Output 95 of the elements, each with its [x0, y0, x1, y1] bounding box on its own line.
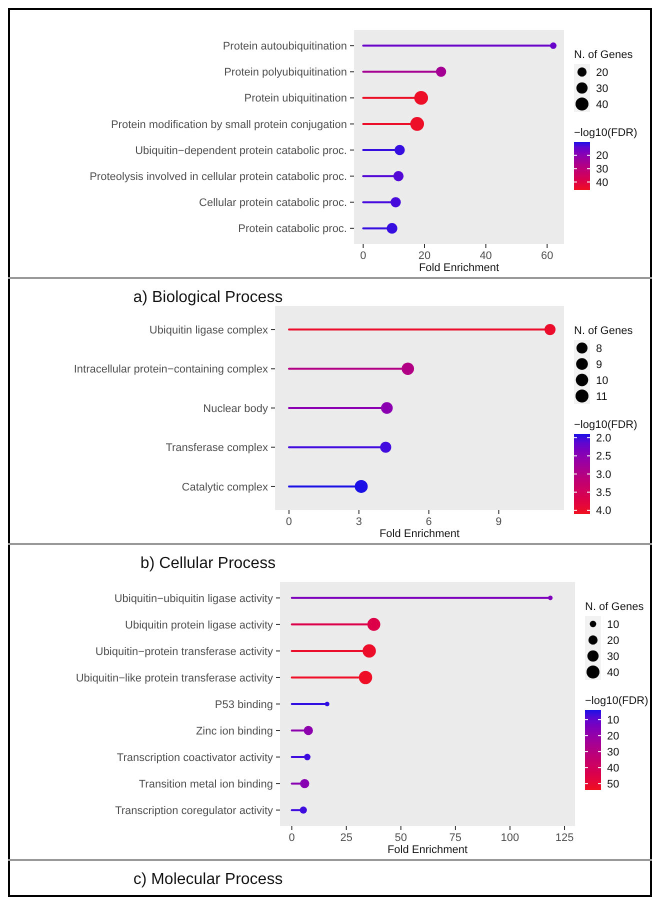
legend-label: 30	[607, 650, 620, 663]
color-bar-label: 50	[607, 778, 620, 790]
color-bar-title: −log10(FDR)	[574, 127, 638, 139]
y-tick-label: Ubiquitin−like protein transferase activity	[76, 672, 274, 684]
y-tick-label: Transcription coregulator activity	[115, 804, 274, 817]
color-bar-label: 10	[607, 714, 620, 726]
size-key: 10	[585, 616, 620, 632]
x-tick-label: 0	[286, 516, 292, 528]
point	[393, 171, 404, 182]
point	[544, 324, 556, 336]
y-tick-label: Cellular protein catabolic proc.	[199, 197, 347, 210]
point	[300, 778, 310, 788]
legend-label: 11	[596, 390, 608, 403]
y-tick-label: Zinc ion binding	[196, 725, 273, 738]
x-axis-title: Fold Enrichment	[418, 262, 500, 274]
point	[380, 442, 392, 453]
legend-label: 10	[596, 374, 608, 387]
y-tick-label: Ubiquitin−ubiquitin ligase activity	[114, 592, 274, 605]
color-bar-label: 4.0	[596, 505, 612, 518]
legend-label: 20	[596, 66, 608, 79]
size-key: 30	[574, 80, 608, 96]
legend-label: 40	[596, 98, 608, 111]
y-tick-label: Transition metal ion binding	[138, 778, 273, 790]
y-tick-label: P53 binding	[214, 698, 273, 711]
y-tick-label: Ubiquitin−protein transferase activity	[95, 646, 274, 658]
point	[390, 197, 401, 208]
x-tick-label: 100	[500, 832, 520, 844]
text: b) Cellular Process	[140, 555, 276, 572]
x-tick-label: 0	[288, 832, 295, 844]
y-tick-label: Proteolysis involved in cellular protein catabolic proc.	[90, 170, 347, 183]
y-tick-label: Protein ubiquitination	[244, 92, 347, 105]
legend-label: 30	[596, 82, 608, 95]
text: c) Molecular Process	[133, 871, 283, 888]
legend-title: N. of Genes	[574, 49, 634, 61]
y-tick-label: Protein autoubiquitination	[222, 40, 347, 53]
point	[436, 66, 446, 77]
color-bar-label: 3.5	[596, 487, 612, 500]
legend-label: 20	[607, 634, 620, 647]
x-tick-label: 60	[541, 250, 554, 262]
color-bar-label: 3.0	[596, 468, 612, 481]
y-tick-label: Protein modification by small protein conjugation	[110, 118, 347, 131]
point	[304, 726, 313, 736]
color-bar-label: 30	[607, 746, 620, 758]
color-bar-label: 40	[596, 176, 608, 189]
color-bar-label: 40	[607, 762, 620, 774]
y-tick-label: Intracellular protein−containing complex	[74, 364, 268, 376]
legend-label: 9	[596, 358, 602, 371]
y-tick-label: Catalytic complex	[182, 481, 268, 494]
color-bar-label: 20	[596, 150, 608, 162]
color-bar-label: 20	[607, 730, 620, 742]
y-tick-label: Protein catabolic proc.	[238, 223, 347, 236]
x-tick-label: 75	[449, 832, 462, 844]
y-tick-label: Protein polyubiquitination	[224, 66, 347, 79]
y-tick-label: Ubiquitin protein ligase activity	[125, 619, 274, 632]
point	[380, 402, 393, 414]
size-key: 40	[574, 96, 608, 112]
y-tick-label: Ubiquitin ligase complex	[149, 324, 268, 336]
size-key: 40	[585, 664, 620, 680]
point	[354, 480, 368, 493]
x-tick-label: 20	[418, 250, 431, 262]
color-bar-title: −log10(FDR)	[585, 695, 648, 707]
color-bar-label: 30	[596, 164, 608, 176]
size-key: 20	[574, 64, 608, 80]
size-key: 8	[574, 340, 602, 356]
x-axis-title: Fold Enrichment	[379, 528, 460, 540]
legend-label: 8	[596, 342, 602, 355]
color-bar-label: 2.0	[596, 432, 612, 444]
color-bar-label: 2.5	[596, 450, 612, 463]
legend-label: 40	[607, 666, 620, 679]
size-key: 9	[574, 356, 602, 372]
y-tick-label: Nuclear body	[203, 402, 268, 415]
x-tick-label: 6	[426, 516, 432, 528]
x-tick-label: 125	[555, 832, 574, 844]
x-tick-label: 9	[496, 516, 502, 528]
point	[394, 144, 405, 156]
x-tick-label: 0	[360, 250, 366, 262]
legend-label: 10	[607, 618, 620, 631]
x-tick-label: 25	[340, 832, 352, 844]
y-tick-label: Transcription coactivator activity	[116, 752, 274, 764]
text: a) Biological Process	[133, 289, 283, 306]
y-tick-label: Ubiquitin−dependent protein catabolic proc.	[135, 144, 347, 157]
x-tick-label: 40	[480, 250, 492, 262]
y-tick-label: Transferase complex	[166, 442, 268, 454]
size-key: 20	[585, 632, 620, 648]
size-key: 30	[585, 648, 620, 664]
size-key: 11	[574, 388, 608, 404]
legend-title: N. of Genes	[574, 325, 634, 337]
size-key: 10	[574, 372, 608, 388]
x-tick-label: 50	[394, 832, 408, 844]
color-bar-title: −log10(FDR)	[574, 419, 638, 431]
point	[402, 362, 414, 375]
legend-title: N. of Genes	[585, 601, 644, 613]
x-tick-label: 3	[356, 516, 362, 528]
point	[386, 223, 398, 234]
x-axis-title: Fold Enrichment	[387, 844, 468, 856]
